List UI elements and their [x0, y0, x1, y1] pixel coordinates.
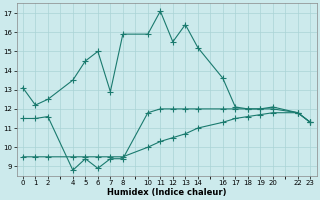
- X-axis label: Humidex (Indice chaleur): Humidex (Indice chaleur): [107, 188, 226, 197]
